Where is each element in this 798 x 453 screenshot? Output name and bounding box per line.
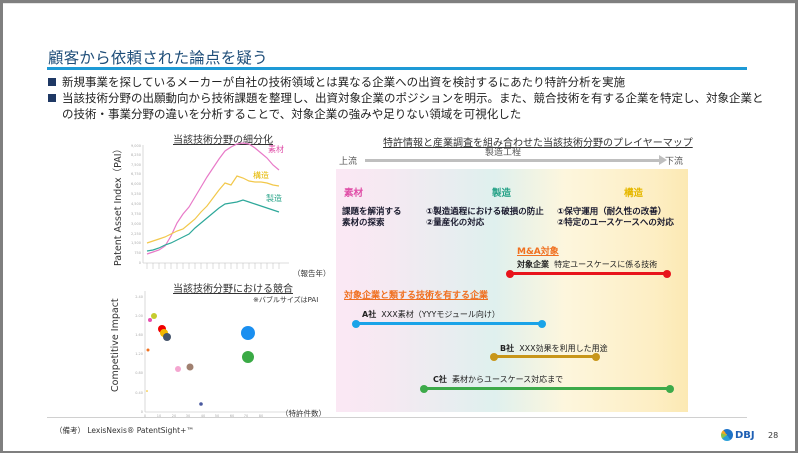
category-sozai-desc: 課題を解消する 素材の探索 bbox=[342, 207, 402, 228]
company-c-end-dot bbox=[666, 385, 674, 393]
svg-text:5,250: 5,250 bbox=[131, 192, 141, 196]
svg-text:40: 40 bbox=[201, 414, 205, 417]
flow-arrow bbox=[365, 159, 661, 162]
svg-text:6,750: 6,750 bbox=[131, 172, 141, 176]
svg-text:0: 0 bbox=[139, 261, 141, 265]
series-label-kozo: 構造 bbox=[253, 171, 269, 180]
svg-text:1.60: 1.60 bbox=[135, 333, 143, 337]
category-sozai: 素材 bbox=[344, 188, 364, 199]
page-title: 顧客から依頼された論点を疑う bbox=[48, 49, 268, 67]
player-map-panel bbox=[336, 169, 688, 412]
svg-text:8,250: 8,250 bbox=[131, 153, 141, 157]
svg-text:10: 10 bbox=[157, 414, 161, 417]
svg-text:9,000: 9,000 bbox=[131, 144, 141, 148]
bubble-chart-title: 当該技術分野における競合 bbox=[173, 284, 293, 295]
svg-text:2,250: 2,250 bbox=[131, 232, 141, 236]
company-b-end-dot bbox=[592, 353, 600, 361]
title-divider bbox=[47, 67, 747, 70]
category-seizo-desc: ①製造過程における破損の防止 ②量産化の対応 bbox=[426, 207, 544, 228]
company-a-range-bar bbox=[356, 322, 542, 325]
svg-text:20: 20 bbox=[172, 414, 176, 417]
svg-text:7,500: 7,500 bbox=[131, 163, 141, 167]
category-seizo: 製造 bbox=[492, 188, 512, 199]
svg-text:0: 0 bbox=[141, 410, 143, 414]
svg-text:2.00: 2.00 bbox=[135, 314, 143, 318]
square-bullet-icon bbox=[48, 94, 56, 102]
series-kozo bbox=[146, 175, 280, 244]
svg-text:0.40: 0.40 bbox=[135, 391, 143, 395]
flow-downstream-label: 下流 bbox=[665, 157, 684, 167]
slide: 顧客から依頼された論点を疑う 新規事業を探しているメーカーが自社の技術領域とは異… bbox=[3, 3, 795, 451]
dbj-logo: DBJ bbox=[721, 429, 755, 441]
ma-target-label: 対象企業 特定ユースケースに係る技術 bbox=[517, 260, 658, 269]
company-b-label: B社 XXX効果を利用した用途 bbox=[500, 344, 608, 353]
ma-range-bar bbox=[510, 272, 668, 275]
category-kozo: 構造 bbox=[624, 188, 644, 199]
svg-text:60: 60 bbox=[230, 414, 234, 417]
flow-process-label: 製造工程 bbox=[485, 148, 522, 158]
bullet-item: 当該技術分野の出願動向から技術課題を整理し、出資対象企業のポジションを明示。また… bbox=[48, 90, 768, 122]
series-label-sozai: 素材 bbox=[268, 145, 284, 154]
company-c-label: C社 素材からユースケース対応まで bbox=[433, 375, 564, 384]
ma-target-heading: M&A対象 bbox=[517, 247, 559, 257]
square-bullet-icon bbox=[48, 78, 56, 86]
svg-text:750: 750 bbox=[134, 251, 141, 255]
line-chart-ylabel: Patent Asset Index（PAI） bbox=[113, 143, 124, 266]
arrow-right-icon bbox=[659, 155, 667, 165]
svg-text:6,000: 6,000 bbox=[131, 182, 141, 186]
svg-text:2.40: 2.40 bbox=[135, 295, 143, 299]
series-sozai bbox=[146, 142, 280, 255]
line-chart: 0 750 1,500 2,250 3,000 3,750 4,500 5,250 6,00… bbox=[131, 142, 289, 269]
footer-divider bbox=[47, 417, 747, 418]
series-label-seizo: 製造 bbox=[266, 194, 282, 203]
globe-logo-icon bbox=[721, 429, 733, 441]
svg-text:1.20: 1.20 bbox=[135, 352, 143, 356]
company-a-label: A社 XXX素材（YYYモジュール向け） bbox=[362, 310, 500, 319]
series-seizo bbox=[146, 199, 280, 252]
svg-text:4,500: 4,500 bbox=[131, 202, 141, 206]
bullet-list: 新規事業を探しているメーカーが自社の技術領域とは異なる企業への出資を検討するにあ… bbox=[48, 74, 768, 122]
svg-text:0: 0 bbox=[144, 414, 146, 417]
svg-text:30: 30 bbox=[186, 414, 190, 417]
page-number: 28 bbox=[768, 431, 779, 440]
line-chart-title: 当該技術分野の細分化 bbox=[173, 135, 273, 146]
bubble-chart-xlabel: （特許件数） bbox=[281, 409, 326, 418]
svg-text:3,000: 3,000 bbox=[131, 222, 141, 226]
company-a-end-dot bbox=[538, 320, 546, 328]
svg-text:0.80: 0.80 bbox=[135, 371, 143, 375]
bubble-chart-ylabel: Competitive Impact bbox=[110, 298, 121, 392]
flow-upstream-label: 上流 bbox=[339, 157, 358, 167]
bubble-size-note: ※バブルサイズはPAI bbox=[253, 296, 319, 304]
bullet-item: 新規事業を探しているメーカーが自社の技術領域とは異なる企業への出資を検討するにあ… bbox=[48, 74, 768, 90]
category-kozo-desc: ①保守運用（耐久性の改善） ②特定のユースケースへの対応 bbox=[557, 207, 674, 228]
ma-end-dot bbox=[663, 270, 671, 278]
svg-text:1,500: 1,500 bbox=[131, 241, 141, 245]
company-c-range-bar bbox=[424, 387, 670, 390]
player-map-title: 特許情報と産業調査を組み合わせた当該技術分野のプレイヤーマップ bbox=[383, 138, 693, 149]
svg-text:80: 80 bbox=[259, 414, 263, 417]
bubble-chart: 00.400.80 1.201.602.002.40 0 10 20 30 40 50 6… bbox=[135, 291, 296, 417]
svg-text:50: 50 bbox=[215, 414, 219, 417]
source-note: （備考） LexisNexis® PatentSight+™ bbox=[55, 426, 194, 435]
line-chart-xlabel: （報告年） bbox=[293, 269, 331, 278]
svg-text:70: 70 bbox=[244, 414, 248, 417]
similar-companies-heading: 対象企業と類する技術を有する企業 bbox=[344, 291, 489, 301]
svg-text:3,750: 3,750 bbox=[131, 212, 141, 216]
company-b-range-bar bbox=[494, 355, 596, 358]
